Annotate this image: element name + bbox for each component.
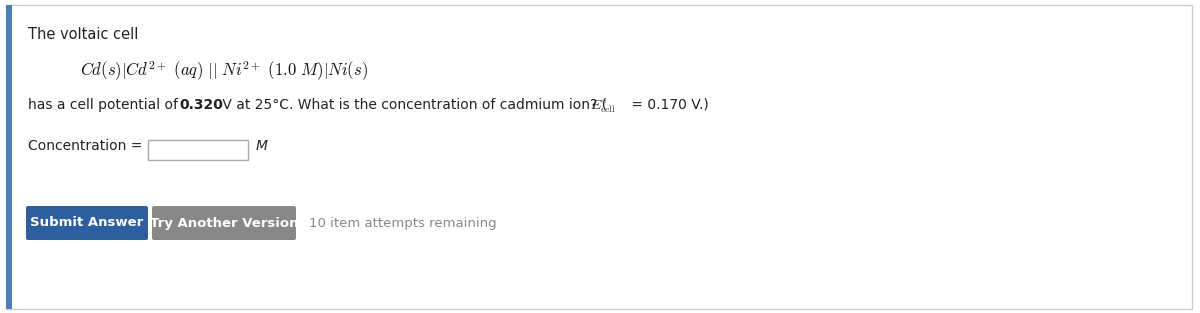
Bar xyxy=(6,5,12,309)
Text: has a cell potential of: has a cell potential of xyxy=(28,98,182,112)
FancyBboxPatch shape xyxy=(152,206,296,240)
Text: $Cd(s)|Cd^{2+}\ (aq)\ ||\ Ni^{2+}\ (1.0\ M)|Ni(s)$: $Cd(s)|Cd^{2+}\ (aq)\ ||\ Ni^{2+}\ (1.0\… xyxy=(80,60,368,84)
FancyBboxPatch shape xyxy=(6,5,1192,309)
Text: Concentration =: Concentration = xyxy=(28,139,143,153)
Text: 10 item attempts remaining: 10 item attempts remaining xyxy=(310,217,497,229)
Text: = 0.170 V.): = 0.170 V.) xyxy=(628,98,709,112)
Text: V at 25°C. What is the concentration of cadmium ion? (: V at 25°C. What is the concentration of … xyxy=(218,98,607,112)
Text: M: M xyxy=(256,139,268,153)
Text: Try Another Version: Try Another Version xyxy=(150,217,299,229)
Text: Submit Answer: Submit Answer xyxy=(30,217,144,229)
FancyBboxPatch shape xyxy=(148,140,248,160)
Text: The voltaic cell: The voltaic cell xyxy=(28,27,138,42)
FancyBboxPatch shape xyxy=(26,206,148,240)
Text: $E^{\circ}_{\mathrm{cell}}$: $E^{\circ}_{\mathrm{cell}}$ xyxy=(590,97,616,115)
Text: 0.320: 0.320 xyxy=(179,98,223,112)
